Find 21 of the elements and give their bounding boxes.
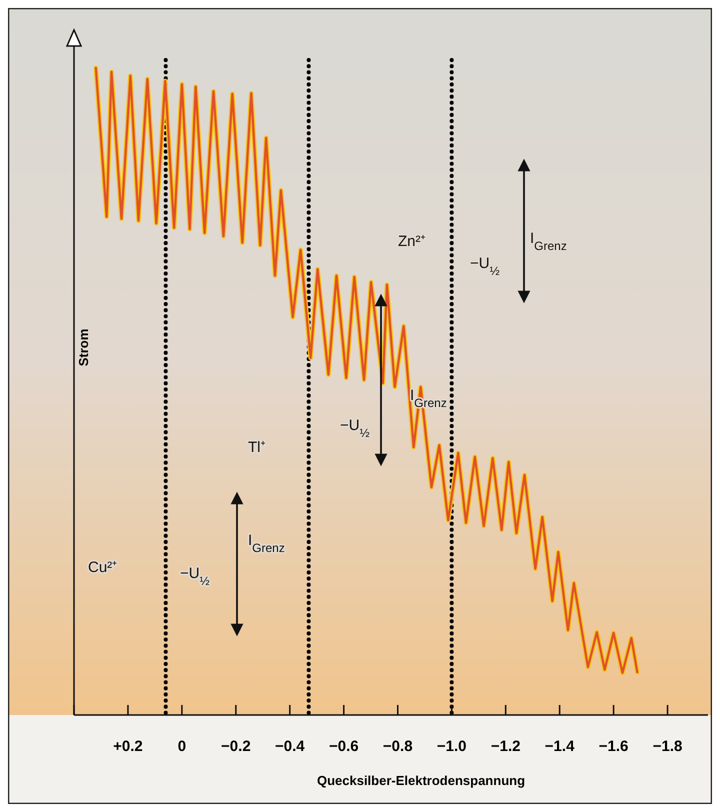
annotation: −U$_{½}$ [180,565,210,588]
annotation: −U$_{½}$ [340,417,370,440]
x-tick-label: −0.8 [382,738,413,755]
annotation: I$_{Grenz}$ [530,230,567,253]
x-tick-label: −1.8 [652,738,682,755]
x-tick-label: +0.2 [113,738,143,755]
annotation: −U$_{½}$ [470,255,500,278]
x-tick-label: −0.6 [328,738,359,755]
x-tick-label: −1.0 [436,738,467,755]
x-tick-label: −0.2 [221,738,251,755]
annotation: Cu²⁺ [88,559,118,576]
x-tick-label: −1.2 [490,738,520,755]
annotation: Tl⁺ [248,439,266,456]
x-tick-label: −0.4 [275,738,306,755]
annotation: I$_{Grenz}$ [248,532,285,555]
x-axis-title: Quecksilber-Elektrodenspannung [316,773,526,788]
annotation: Zn²⁺ [398,233,426,250]
x-tick-label: −1.6 [598,738,628,755]
x-tick-label: −1.4 [544,738,576,755]
x-tick-label: 0 [178,738,186,755]
y-axis-title: Strom [76,328,91,366]
